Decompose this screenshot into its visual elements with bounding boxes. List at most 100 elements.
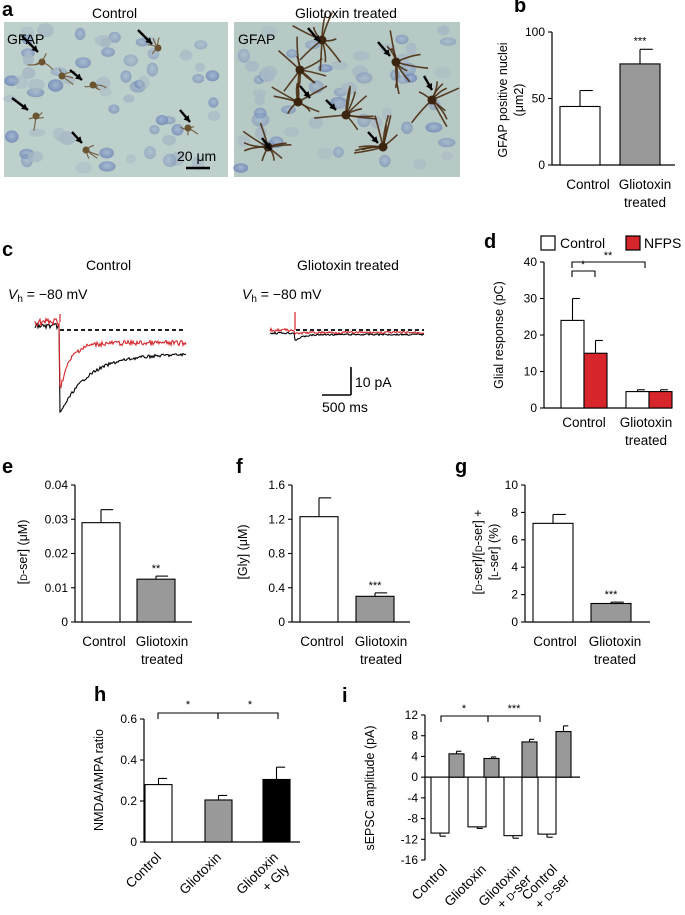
x-label-gliotoxin: Gliotoxin	[620, 415, 673, 430]
nucleus	[405, 42, 417, 56]
arrow-icon	[75, 136, 82, 143]
y-tick-label: 0	[411, 770, 418, 784]
nucleus	[331, 60, 348, 71]
legend-swatch-control	[540, 235, 556, 251]
nucleus	[437, 25, 450, 36]
significance-label: *	[186, 699, 191, 711]
nucleus	[22, 53, 34, 66]
y-tick-label: 0	[511, 615, 518, 629]
nucleus	[333, 146, 344, 158]
panel-c-letter: c	[2, 239, 13, 261]
nucleus	[439, 37, 457, 46]
y-tick-label: 0	[130, 835, 137, 849]
scale-y-label: 10 pA	[355, 374, 392, 390]
nucleus	[413, 159, 427, 170]
astrocyte-soma	[154, 44, 162, 52]
bar	[144, 784, 173, 843]
vh-label-treated: Vh = −80 mV	[242, 286, 322, 305]
bar	[625, 391, 650, 409]
panel-b-letter: b	[514, 0, 526, 17]
bar	[555, 731, 572, 778]
nucleus	[352, 50, 370, 61]
nucleus	[283, 126, 299, 138]
nucleus	[208, 97, 219, 108]
arrow-icon	[303, 91, 310, 98]
y-tick-label: 1.6	[268, 478, 285, 492]
nucleus	[5, 130, 19, 143]
significance-label: ***	[634, 35, 648, 47]
nucleus	[317, 64, 333, 73]
y-axis-label-line1: [D-ser]/[D-ser] +	[471, 510, 485, 595]
current-trace	[34, 317, 187, 389]
x-label-control: Control	[123, 850, 164, 891]
astrocyte-soma	[184, 124, 192, 132]
legend-swatch-nfps	[625, 235, 641, 251]
legend-label-control: Control	[560, 235, 605, 251]
arrow-icon	[329, 103, 336, 110]
panel-a-letter: a	[2, 0, 14, 21]
bar	[355, 595, 395, 623]
astrocyte-soma	[32, 112, 40, 120]
bar	[619, 63, 661, 166]
nucleus	[75, 57, 91, 69]
significance-bracket	[157, 712, 219, 719]
nucleus	[333, 101, 349, 110]
nucleus	[260, 25, 277, 39]
y-tick-label: 12	[405, 708, 419, 722]
panel-f-letter: f	[236, 456, 243, 478]
nucleus	[179, 49, 193, 61]
y-tick-label: 0.03	[45, 512, 69, 526]
bar	[448, 753, 465, 778]
significance-label: **	[604, 250, 613, 262]
significance-label: **	[152, 563, 161, 575]
panel-i-letter: i	[342, 685, 348, 707]
bar	[467, 776, 487, 828]
y-tick-label: 0.8	[268, 547, 285, 561]
bar	[136, 578, 176, 623]
bar	[299, 516, 339, 623]
x-label-gliotoxin: Gliotoxin	[355, 634, 408, 649]
bar	[483, 757, 500, 778]
bar	[559, 105, 601, 166]
bar	[521, 741, 538, 778]
treated-arrows	[261, 27, 434, 151]
nucleus	[379, 154, 391, 168]
nucleus	[355, 72, 373, 84]
nucleus	[123, 94, 135, 103]
y-axis-label-line2: [L-ser] (%)	[487, 524, 501, 581]
nucleus	[207, 110, 221, 121]
y-tick-label: 6	[511, 533, 518, 547]
arrow-icon	[371, 136, 378, 143]
y-tick-label: 8	[411, 729, 418, 743]
nucleus	[75, 162, 92, 174]
nucleus	[441, 151, 454, 161]
x-label-control: Control	[300, 634, 344, 649]
nucleus	[135, 37, 149, 47]
nucleus	[233, 163, 249, 173]
bar	[430, 776, 450, 834]
y-tick-label: 0	[61, 615, 68, 629]
significance-label: ***	[508, 703, 522, 715]
nucleus	[28, 78, 45, 92]
bar	[583, 352, 608, 409]
y-tick-label: 1.2	[268, 512, 285, 526]
bar	[262, 778, 291, 843]
nucleus	[155, 115, 169, 126]
astrocyte-soma	[317, 35, 327, 45]
panel-h-letter: h	[94, 684, 106, 706]
y-tick-label: 0.01	[45, 581, 69, 595]
panel-g-letter: g	[455, 456, 467, 478]
x-label-gliotoxin: Gliotoxin	[136, 634, 189, 649]
chart-f: 0 0.4 0.8 1.2 1.6 f *** Control Gliotoxin treated…	[236, 456, 410, 667]
y-axis-label-unit: (μm2)	[512, 84, 526, 117]
y-tick-label: 40	[524, 255, 538, 269]
nucleus	[438, 137, 456, 148]
treated-micrograph-cells	[233, 12, 460, 173]
y-tick-label: 10	[524, 365, 538, 379]
nucleus	[98, 161, 116, 172]
arrow-icon	[31, 45, 38, 52]
